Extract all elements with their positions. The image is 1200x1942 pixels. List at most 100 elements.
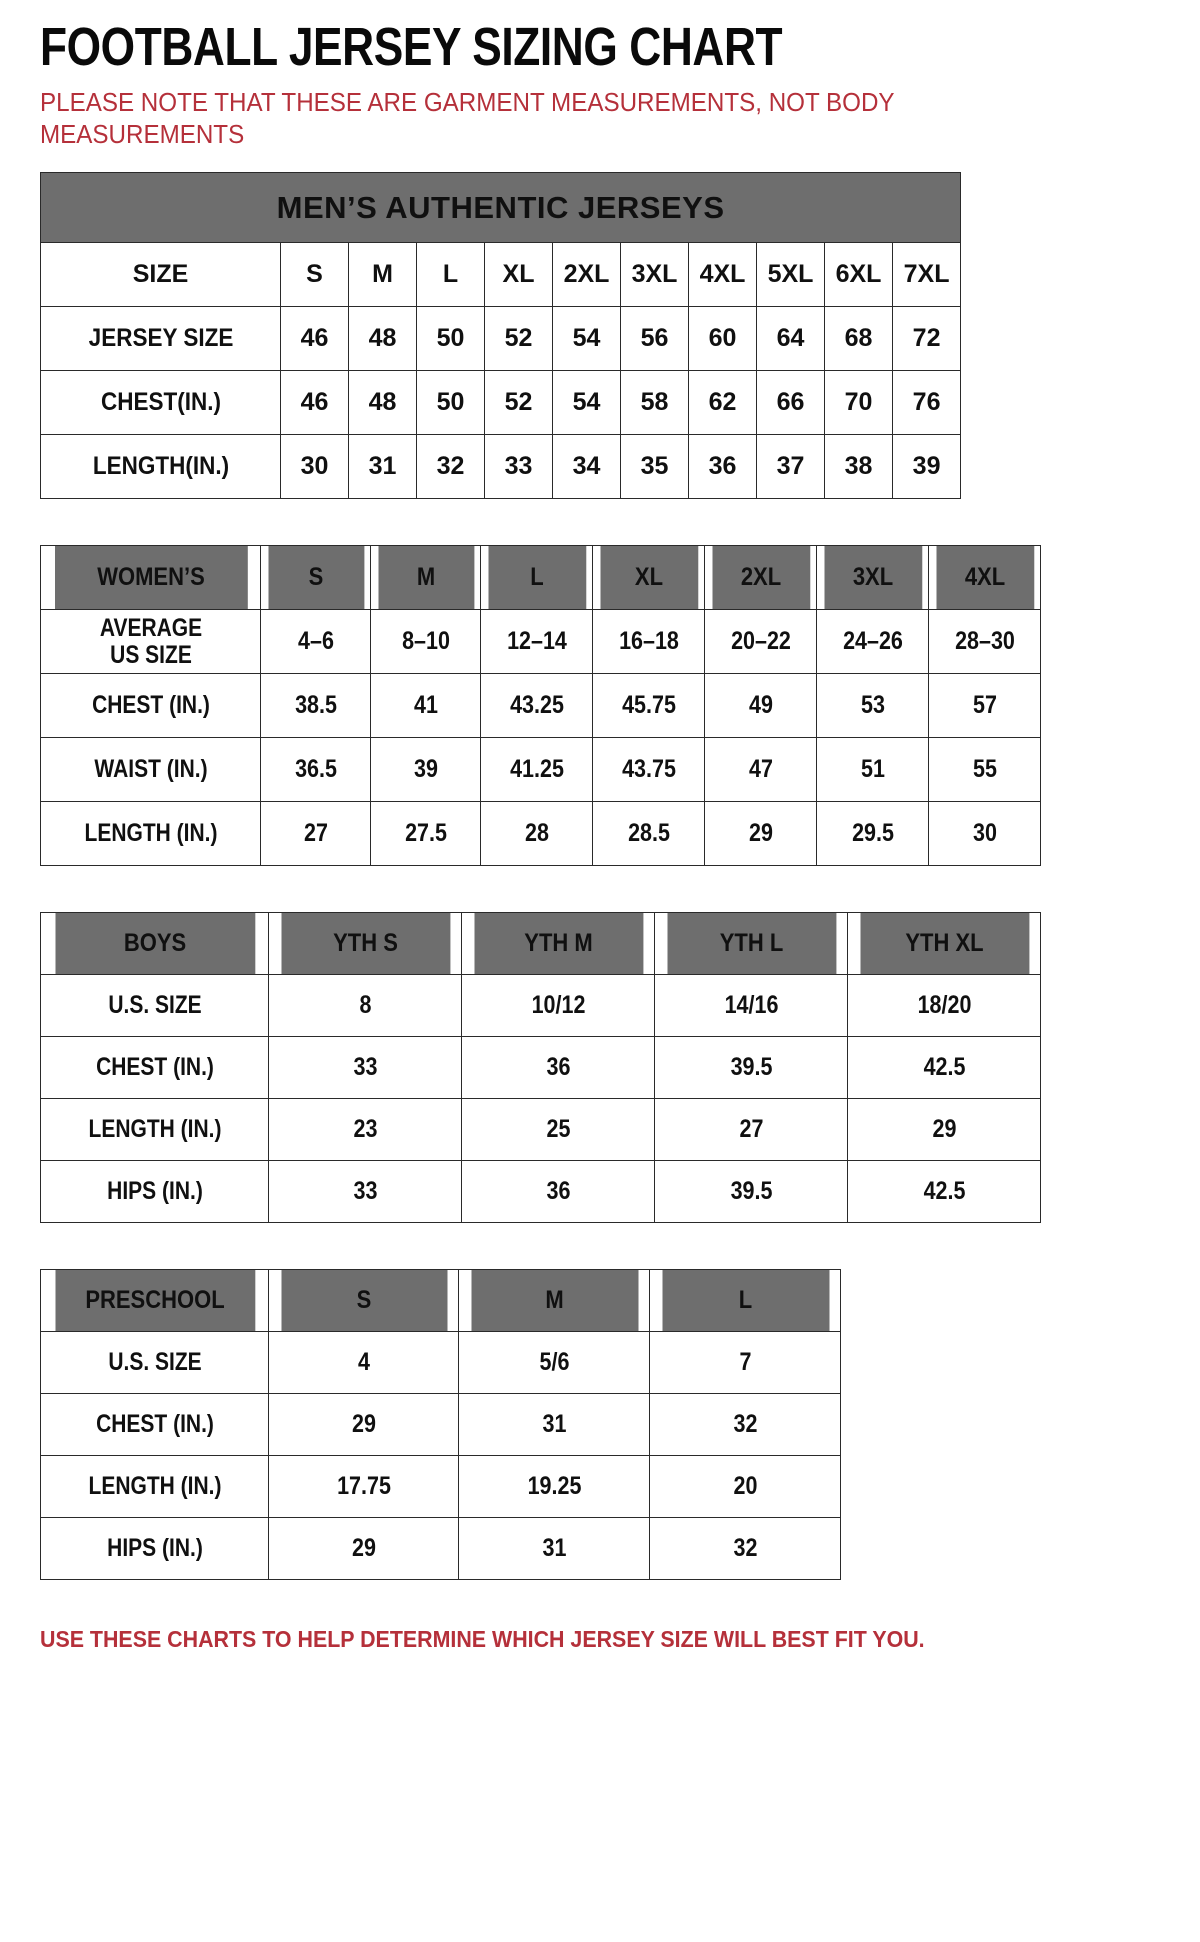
table-cell: 70 <box>824 370 893 435</box>
table-cell: 50 <box>416 370 485 435</box>
table-cell: 76 <box>891 370 962 435</box>
table-cell: 29 <box>711 801 810 866</box>
preschool-col-m: M <box>469 1269 639 1332</box>
table-row: LENGTH (IN.) 17.75 19.25 20 <box>41 1455 841 1518</box>
table-cell: 51 <box>823 737 922 802</box>
table-cell: 68 <box>824 306 893 371</box>
table-header-row: PRESCHOOL S M L <box>41 1269 841 1332</box>
table-cell: 46 <box>280 306 349 371</box>
table-cell: 18/20 <box>860 974 1028 1037</box>
table-cell: 66 <box>756 370 825 435</box>
mens-col-7xl: 7XL <box>891 242 962 307</box>
table-cell: 10/12 <box>474 974 642 1037</box>
table-cell: 41 <box>377 673 474 738</box>
table-cell: 39 <box>377 737 474 802</box>
table-row: LENGTH(IN.) 30 31 32 33 34 35 36 37 38 3… <box>41 434 962 499</box>
table-cell: 20 <box>662 1455 828 1518</box>
table-cell: 41.25 <box>487 737 586 802</box>
table-cell: 19.25 <box>471 1455 637 1518</box>
table-cell: 4 <box>281 1331 446 1394</box>
table-cell: 42.5 <box>860 1036 1028 1099</box>
table-cell: 29 <box>860 1098 1028 1161</box>
mens-banner-label: MEN’S AUTHENTIC JERSEYS <box>39 172 962 243</box>
table-cell: 27 <box>667 1098 835 1161</box>
table-cell: 72 <box>891 306 962 371</box>
womens-col-s: S <box>266 545 365 610</box>
table-cell: 48 <box>348 306 417 371</box>
table-cell: 38 <box>824 434 893 499</box>
table-banner-row: MEN’S AUTHENTIC JERSEYS <box>39 172 962 243</box>
mens-col-3xl: 3XL <box>620 242 689 307</box>
boys-row-label-hips: HIPS (IN.) <box>58 1160 251 1223</box>
mens-col-l: L <box>416 242 485 307</box>
table-cell: 36 <box>688 434 757 499</box>
table-cell: 43.25 <box>487 673 586 738</box>
table-cell: 36 <box>474 1160 642 1223</box>
table-header-row: WOMEN’S S M L XL 2XL 3XL 4XL <box>41 545 1041 610</box>
boys-col-yth-s: YTH S <box>279 912 451 975</box>
table-cell: 43.75 <box>599 737 698 802</box>
boys-row-header-label: BOYS <box>53 912 256 975</box>
table-cell: 38.5 <box>267 673 364 738</box>
table-cell: 34 <box>552 434 621 499</box>
womens-row-label-waist: WAIST (IN.) <box>57 737 244 802</box>
table-cell: 31 <box>471 1393 637 1456</box>
table-row: AVERAGE US SIZE 4–6 8–10 12–14 16–18 20–… <box>41 609 1041 674</box>
table-cell: 32 <box>662 1393 828 1456</box>
mens-col-m: M <box>348 242 417 307</box>
table-cell: 52 <box>484 370 553 435</box>
womens-row-header-label: WOMEN’S <box>53 545 248 610</box>
womens-row-label-chest: CHEST (IN.) <box>57 673 244 738</box>
preschool-col-l: L <box>660 1269 830 1332</box>
table-cell: 8 <box>281 974 449 1037</box>
table-cell: 29.5 <box>823 801 922 866</box>
table-row: HIPS (IN.) 33 36 39.5 42.5 <box>41 1160 1041 1223</box>
table-cell: 32 <box>662 1517 828 1580</box>
preschool-row-header-label: PRESCHOOL <box>53 1269 256 1332</box>
table-row: CHEST(IN.) 46 48 50 52 54 58 62 66 70 76 <box>41 370 962 435</box>
boys-row-label-chest: CHEST (IN.) <box>58 1036 251 1099</box>
table-cell: 32 <box>416 434 485 499</box>
table-cell: 37 <box>756 434 825 499</box>
mens-col-xl: XL <box>484 242 553 307</box>
table-cell: 23 <box>281 1098 449 1161</box>
table-cell: 39 <box>891 434 962 499</box>
womens-col-4xl: 4XL <box>934 545 1035 610</box>
footer-note: USE THESE CHARTS TO HELP DETERMINE WHICH… <box>40 1626 925 1652</box>
preschool-row-label-chest: CHEST (IN.) <box>58 1393 251 1456</box>
womens-col-2xl: 2XL <box>710 545 811 610</box>
table-cell: 49 <box>711 673 810 738</box>
table-cell: 35 <box>620 434 689 499</box>
table-cell: 31 <box>348 434 417 499</box>
table-cell: 20–22 <box>711 609 810 674</box>
boys-col-yth-xl: YTH XL <box>858 912 1030 975</box>
boys-sizing-table: BOYS YTH S YTH M YTH L YTH XL U.S. SIZE … <box>40 912 1041 1223</box>
table-cell: 31 <box>471 1517 637 1580</box>
preschool-row-label-length: LENGTH (IN.) <box>58 1455 251 1518</box>
table-cell: 27.5 <box>377 801 474 866</box>
measurement-disclaimer: PLEASE NOTE THAT THESE ARE GARMENT MEASU… <box>40 87 895 149</box>
table-cell: 50 <box>416 306 485 371</box>
table-cell: 46 <box>280 370 349 435</box>
mens-col-6xl: 6XL <box>824 242 893 307</box>
label-line-1: AVERAGE <box>99 613 202 642</box>
table-cell: 27 <box>267 801 364 866</box>
table-cell: 42.5 <box>860 1160 1028 1223</box>
mens-row-label-chest: CHEST(IN.) <box>52 370 269 435</box>
table-header-row: SIZE S M L XL 2XL 3XL 4XL 5XL 6XL 7XL <box>40 242 962 307</box>
table-cell: 54 <box>552 306 621 371</box>
table-cell: 28.5 <box>599 801 698 866</box>
mens-sizing-table: MEN’S AUTHENTIC JERSEYS SIZE S M L XL 2X… <box>39 172 962 499</box>
boys-col-yth-l: YTH L <box>665 912 837 975</box>
preschool-row-label-hips: HIPS (IN.) <box>58 1517 251 1580</box>
preschool-col-s: S <box>279 1269 448 1332</box>
table-row: WAIST (IN.) 36.5 39 41.25 43.75 47 51 55 <box>41 737 1041 802</box>
page-title: FOOTBALL JERSEY SIZING CHART <box>40 17 783 77</box>
womens-row-label-length: LENGTH (IN.) <box>57 801 244 866</box>
table-cell: 29 <box>281 1517 446 1580</box>
table-cell: 28–30 <box>935 609 1034 674</box>
table-cell: 60 <box>688 306 757 371</box>
table-cell: 36.5 <box>267 737 364 802</box>
table-row: LENGTH (IN.) 27 27.5 28 28.5 29 29.5 30 <box>41 801 1041 866</box>
table-cell: 57 <box>935 673 1034 738</box>
